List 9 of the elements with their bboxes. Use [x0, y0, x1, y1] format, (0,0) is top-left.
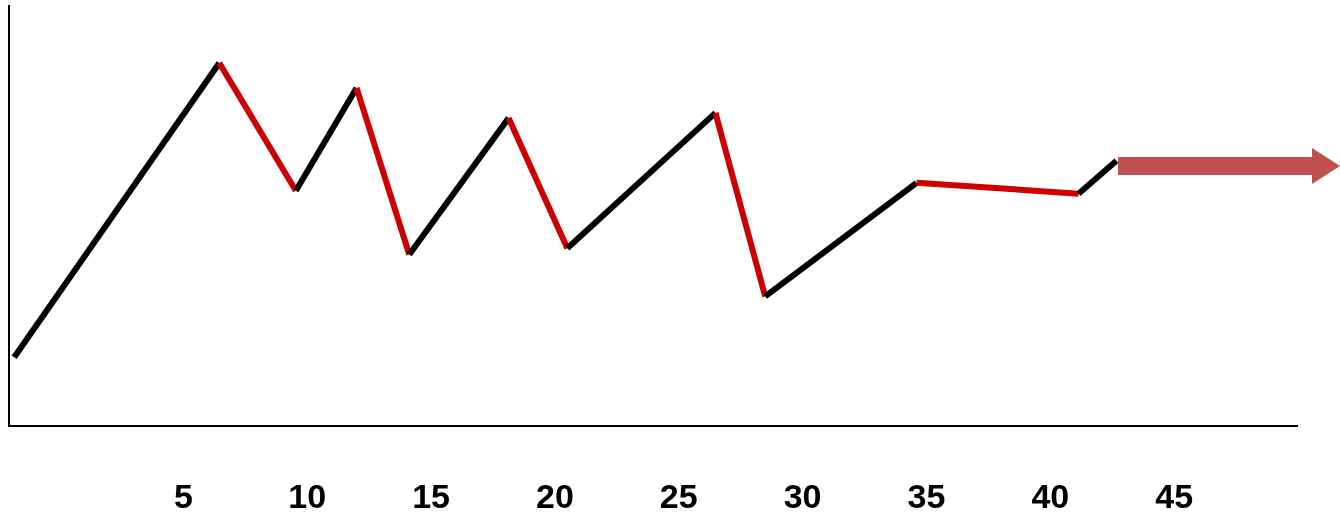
x-tick-label: 15 [412, 476, 450, 515]
x-tick-label: 20 [536, 476, 574, 515]
x-tick-label: 35 [907, 476, 946, 515]
x-tick-label: 25 [659, 476, 698, 515]
x-tick-label: 5 [173, 476, 193, 515]
x-tick-label: 30 [783, 476, 822, 515]
x-tick-label: 10 [288, 476, 327, 515]
x-tick-label: 45 [1155, 476, 1194, 515]
x-tick-label: 40 [1031, 476, 1070, 515]
